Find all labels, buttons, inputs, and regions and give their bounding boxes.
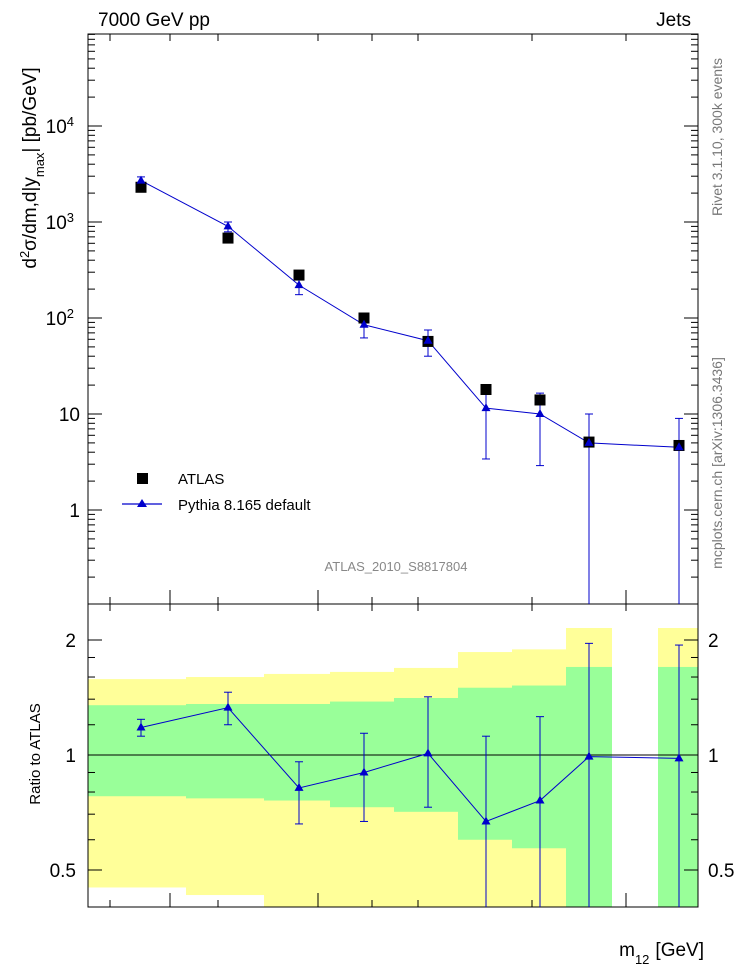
ratio-data-point bbox=[423, 748, 433, 757]
ratio-data-point bbox=[481, 816, 491, 825]
legend-pythia-label: Pythia 8.165 default bbox=[178, 497, 311, 514]
ratio-y-tick-label-right: 2 bbox=[708, 631, 719, 652]
atlas-data-point bbox=[534, 394, 546, 406]
atlas-data-point bbox=[222, 232, 234, 244]
ratio-data-point bbox=[223, 702, 233, 711]
pythia-data-point bbox=[674, 442, 684, 451]
ratio-band-green bbox=[330, 701, 394, 808]
pythia-data-point bbox=[223, 221, 233, 230]
ratio-data-point bbox=[674, 753, 684, 762]
ratio-data-point bbox=[136, 722, 146, 731]
pythia-data-point bbox=[535, 409, 545, 417]
process-label: Jets bbox=[656, 10, 691, 31]
main-y-tick-label: 1 bbox=[69, 501, 80, 522]
pythia-data-point bbox=[136, 175, 146, 184]
ratio-data-point bbox=[294, 782, 304, 791]
ratio-y-tick-label-right: 1 bbox=[708, 746, 719, 767]
ratio-data-point bbox=[359, 767, 369, 776]
legend: ATLAS Pythia 8.165 default bbox=[122, 471, 311, 514]
ratio-y-tick-label-left: 2 bbox=[65, 631, 76, 652]
legend-atlas-label: ATLAS bbox=[178, 471, 224, 488]
pythia-data-point bbox=[481, 403, 491, 412]
main-y-tick-label: 102 bbox=[46, 306, 74, 331]
ratio-data-point bbox=[584, 751, 594, 760]
main-y-tick-label: 104 bbox=[46, 114, 74, 139]
pythia-data-point bbox=[423, 335, 433, 344]
axis-ticks: 1 10 102 103 104 0.5 0.5 1 1 2 2 bbox=[46, 33, 734, 907]
atlas-data-point bbox=[135, 181, 147, 193]
ratio-y-axis-label: Ratio to ATLAS bbox=[27, 703, 44, 804]
ratio-band-green bbox=[512, 685, 566, 849]
ratio-y-tick-label-right: 0.5 bbox=[708, 861, 734, 882]
pythia-data-point bbox=[294, 280, 304, 289]
ratio-band-green bbox=[186, 703, 264, 799]
main-y-tick-label: 10 bbox=[59, 405, 80, 426]
analysis-watermark: ATLAS_2010_S8817804 bbox=[325, 559, 468, 574]
legend-pythia-marker bbox=[137, 499, 147, 507]
pythia-data-point bbox=[359, 319, 369, 328]
ratio-data-point bbox=[535, 795, 545, 804]
main-y-tick-label: 103 bbox=[46, 210, 74, 235]
ratio-uncertainty-bands bbox=[88, 628, 698, 907]
x-axis-label: m12 [GeV] bbox=[619, 940, 704, 967]
ratio-y-tick-label-left: 1 bbox=[65, 746, 76, 767]
ratio-y-tick-label-left: 0.5 bbox=[50, 861, 76, 882]
main-plot-frame bbox=[87, 33, 699, 605]
mcplots-reference-label: mcplots.cern.ch [arXiv:1306.3436] bbox=[709, 357, 725, 569]
ratio-band-green bbox=[458, 687, 512, 840]
atlas-data-point bbox=[293, 269, 305, 281]
pythia-series-line bbox=[140, 180, 680, 448]
ratio-band-green bbox=[264, 703, 330, 801]
ratio-band-green bbox=[88, 705, 186, 797]
series-layer bbox=[135, 175, 685, 907]
atlas-data-point bbox=[480, 383, 492, 395]
ratio-band-green bbox=[658, 666, 698, 907]
legend-atlas-marker bbox=[137, 473, 148, 484]
energy-label: 7000 GeV pp bbox=[98, 10, 210, 31]
main-y-axis-label: d2σ/dm,d|ymax| [pb/GeV] bbox=[17, 67, 47, 268]
atlas-data-point bbox=[358, 312, 370, 324]
pythia-data-point bbox=[584, 437, 594, 446]
rivet-version-label: Rivet 3.1.10, 300k events bbox=[709, 58, 725, 216]
